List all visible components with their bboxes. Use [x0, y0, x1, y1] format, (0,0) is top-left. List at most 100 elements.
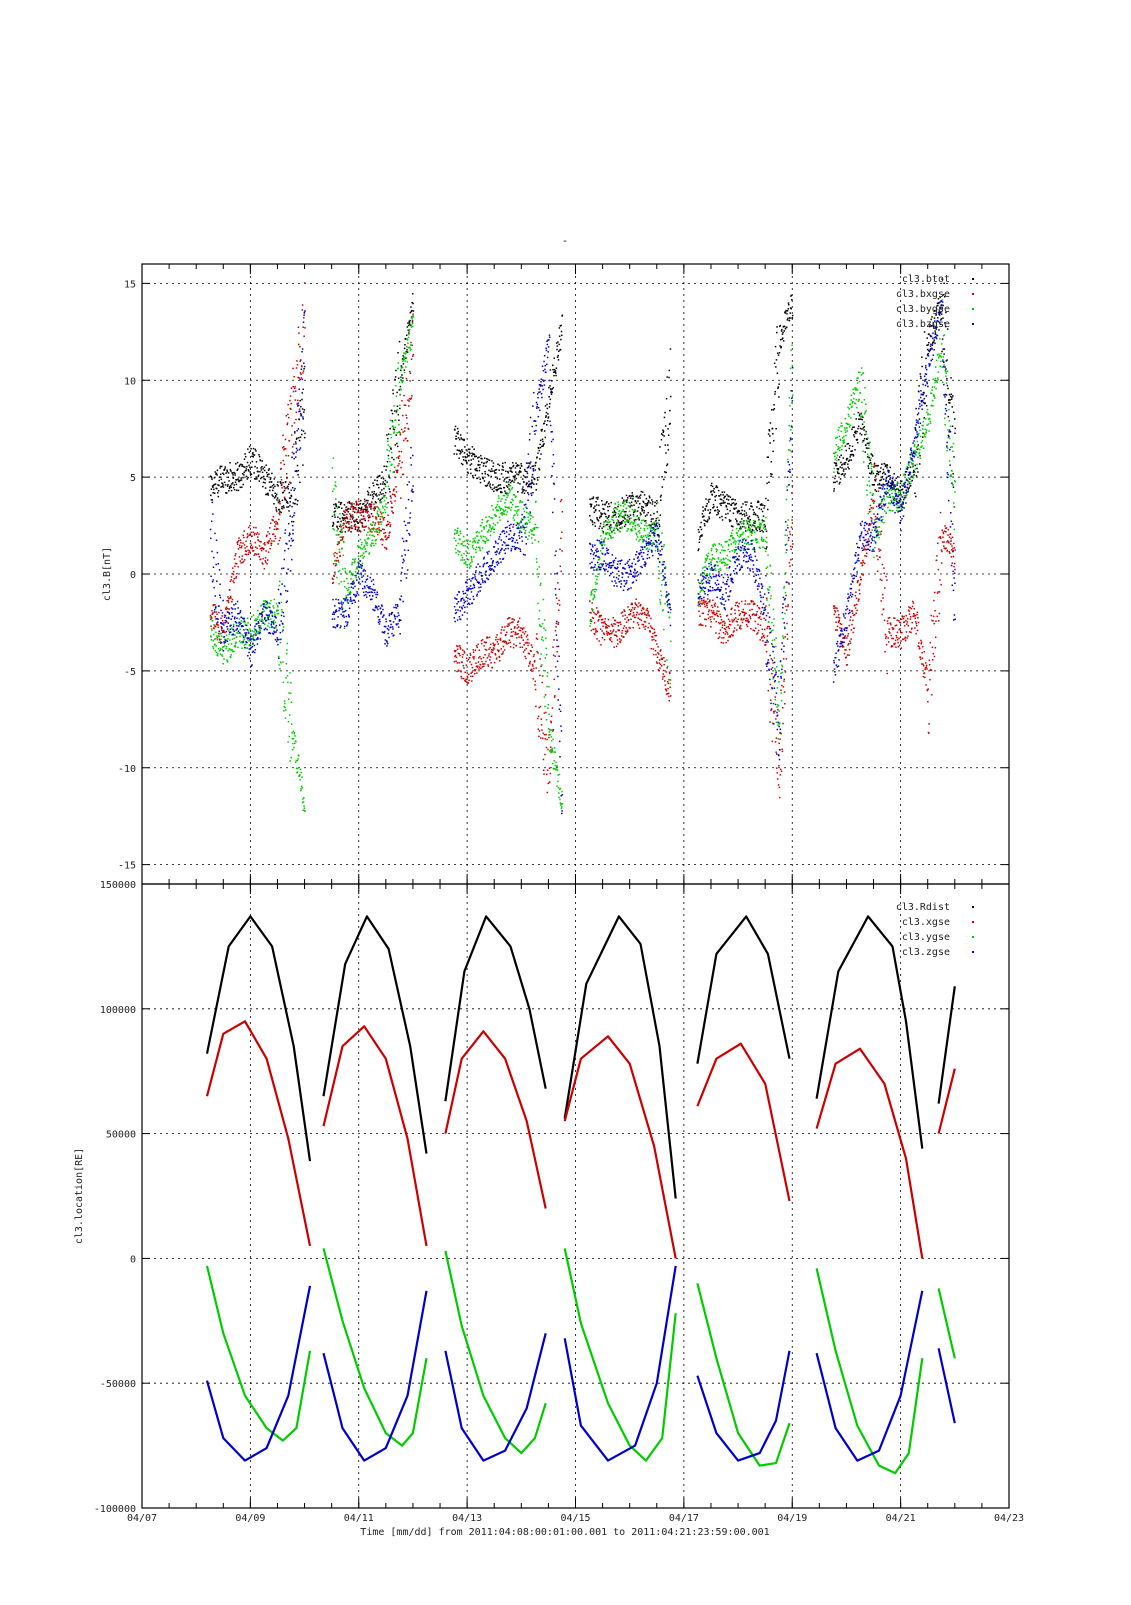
data-point: [551, 393, 553, 395]
data-point: [405, 438, 407, 440]
data-point: [944, 348, 946, 350]
data-point: [218, 642, 220, 644]
data-point: [768, 482, 770, 484]
data-point: [456, 532, 458, 534]
data-point: [403, 474, 405, 476]
data-point: [885, 638, 887, 640]
data-point: [291, 521, 293, 523]
data-point: [784, 330, 786, 332]
data-point: [933, 623, 935, 625]
data-point: [363, 509, 365, 511]
data-point: [791, 526, 793, 528]
data-point: [603, 622, 605, 624]
data-point: [299, 419, 301, 421]
data-point: [527, 634, 529, 636]
data-point: [931, 694, 933, 696]
data-point: [378, 487, 380, 489]
data-point: [548, 714, 550, 716]
data-point: [774, 408, 776, 410]
data-point: [290, 757, 292, 759]
data-point: [214, 604, 216, 606]
data-point: [470, 562, 472, 564]
data-point: [547, 672, 549, 674]
data-point: [769, 430, 771, 432]
data-point: [852, 446, 854, 448]
data-point: [896, 635, 898, 637]
data-point: [390, 497, 392, 499]
data-point: [346, 514, 348, 516]
data-point: [461, 555, 463, 557]
data-point: [274, 521, 276, 523]
data-point: [657, 558, 659, 560]
data-point: [930, 615, 932, 617]
data-point: [852, 612, 854, 614]
data-point: [457, 433, 459, 435]
data-point: [750, 519, 752, 521]
data-point: [241, 479, 243, 481]
data-point: [515, 462, 517, 464]
data-point: [346, 578, 348, 580]
data-point: [762, 640, 764, 642]
data-point: [668, 683, 670, 685]
data-point: [488, 516, 490, 518]
data-point: [834, 482, 836, 484]
data-point: [502, 653, 504, 655]
data-point: [602, 626, 604, 628]
data-point: [753, 509, 755, 511]
data-point: [607, 634, 609, 636]
data-point: [234, 638, 236, 640]
data-point: [219, 649, 221, 651]
data-point: [250, 633, 252, 635]
data-point: [513, 517, 515, 519]
data-point: [855, 433, 857, 435]
data-point: [855, 430, 857, 432]
data-point: [454, 529, 456, 531]
data-point: [463, 678, 465, 680]
data-point: [265, 487, 267, 489]
data-point: [271, 473, 273, 475]
data-point: [617, 643, 619, 645]
data-point: [878, 474, 880, 476]
data-point: [215, 650, 217, 652]
data-point: [302, 304, 304, 306]
data-point: [549, 734, 551, 736]
data-point: [477, 667, 479, 669]
data-point: [936, 555, 938, 557]
data-point: [750, 618, 752, 620]
data-point: [367, 532, 369, 534]
data-point: [383, 529, 385, 531]
data-point: [844, 464, 846, 466]
data-point: [778, 765, 780, 767]
data-point: [544, 712, 546, 714]
data-point: [668, 693, 670, 695]
data-point: [944, 366, 946, 368]
data-point: [705, 601, 707, 603]
data-point: [715, 510, 717, 512]
data-point: [261, 605, 263, 607]
data-point: [475, 549, 477, 551]
data-point: [631, 604, 633, 606]
data-point: [281, 479, 283, 481]
data-point: [272, 490, 274, 492]
data-point: [509, 617, 511, 619]
data-point: [259, 545, 261, 547]
data-point: [782, 751, 784, 753]
data-point: [346, 510, 348, 512]
data-point: [538, 576, 540, 578]
data-point: [611, 632, 613, 634]
data-point: [478, 456, 480, 458]
data-point: [549, 385, 551, 387]
data-point: [908, 488, 910, 490]
data-point: [546, 719, 548, 721]
data-point: [537, 452, 539, 454]
data-point: [485, 642, 487, 644]
data-point: [947, 534, 949, 536]
data-point: [545, 415, 547, 417]
data-point: [479, 464, 481, 466]
data-point: [643, 512, 645, 513]
data-point: [561, 550, 563, 552]
data-point: [488, 648, 490, 650]
data-point: [227, 596, 229, 598]
data-point: [483, 645, 485, 647]
data-point: [736, 521, 738, 523]
